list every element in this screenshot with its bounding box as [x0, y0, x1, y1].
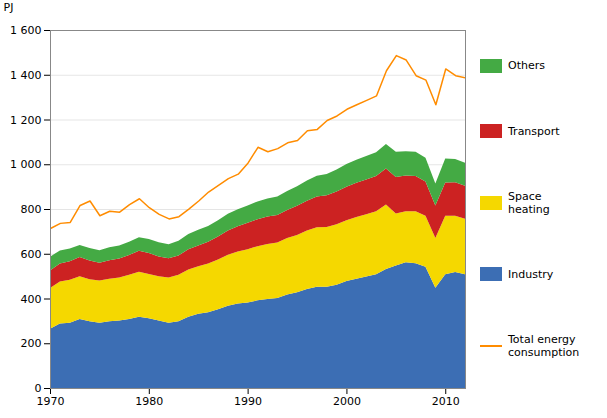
svg-text:800: 800: [21, 203, 42, 216]
svg-text:1 600: 1 600: [10, 24, 42, 37]
svg-text:2000: 2000: [333, 395, 361, 408]
svg-text:1 000: 1 000: [10, 158, 42, 171]
html-text:Space heating: Space heating: [508, 189, 550, 216]
html-text:Total energy consumption: Total energy consumption: [508, 332, 580, 359]
svg-text:1990: 1990: [234, 395, 262, 408]
html-text:Transport: Transport: [508, 124, 560, 138]
svg-text:2010: 2010: [432, 395, 460, 408]
svg-text:200: 200: [21, 337, 42, 350]
html-text:Others: Others: [508, 59, 545, 73]
svg-text:0: 0: [35, 382, 42, 395]
svg-text:600: 600: [21, 248, 42, 261]
svg-text:1 400: 1 400: [10, 69, 42, 82]
svg-text:400: 400: [21, 293, 42, 306]
svg-text:PJ: PJ: [4, 1, 14, 14]
html-text:Industry: Industry: [508, 267, 554, 281]
svg-text:1 200: 1 200: [10, 114, 42, 127]
svg-text:1970: 1970: [37, 395, 65, 408]
svg-text:1980: 1980: [135, 395, 163, 408]
